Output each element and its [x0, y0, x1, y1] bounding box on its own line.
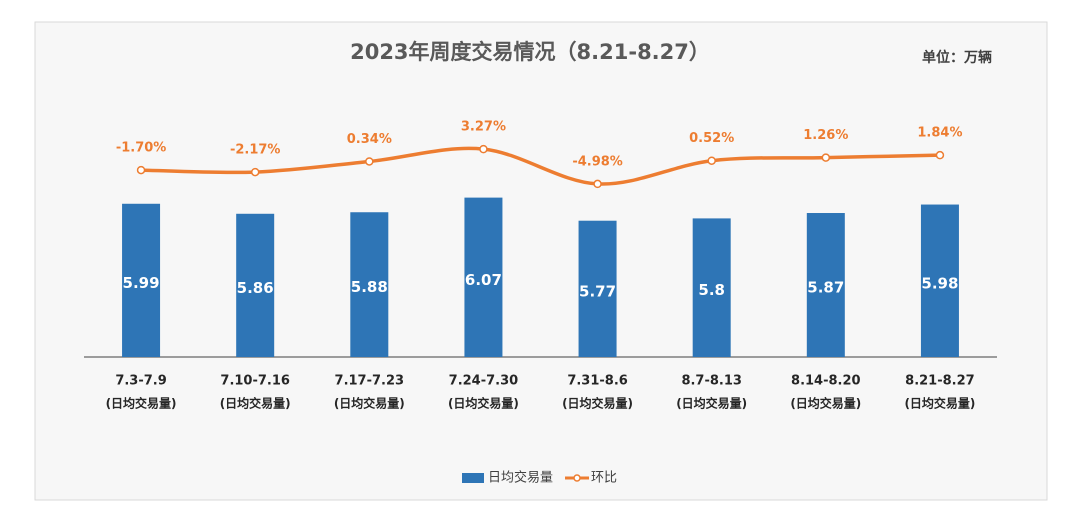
- x-tick-sublabel: (日均交易量): [562, 396, 633, 411]
- unit-label: 单位：万辆: [922, 49, 992, 66]
- bar-value-label: 5.86: [237, 279, 274, 297]
- line-value-label: -1.70%: [116, 141, 167, 156]
- bar-value-label: 5.88: [351, 278, 388, 296]
- legend-swatch-marker: [573, 474, 581, 482]
- line-value-label: 1.26%: [803, 128, 848, 143]
- line-marker: [707, 156, 716, 165]
- line-marker: [479, 144, 488, 154]
- legend-swatch: [462, 473, 484, 483]
- bar: [578, 220, 617, 357]
- line-marker: [935, 150, 945, 160]
- line: [141, 146, 940, 186]
- x-tick-sublabel: (日均交易量): [904, 396, 975, 411]
- bar: [692, 218, 731, 357]
- x-tick-label: 7.17-7.23: [335, 374, 405, 389]
- x-tick-label: 8.7-8.13: [681, 374, 742, 389]
- bar-value-label: 5.8: [698, 281, 725, 299]
- chart-panel: [34, 21, 1048, 501]
- bar: [920, 204, 959, 357]
- line-marker: [136, 165, 146, 175]
- x-tick-sublabel: (日均交易量): [448, 396, 519, 411]
- line-value-label: 0.52%: [689, 131, 734, 146]
- bar: [122, 203, 161, 357]
- x-tick-label: 8.14-8.20: [791, 374, 861, 389]
- line-value-label: 3.27%: [461, 120, 506, 135]
- line-value-label: 0.34%: [347, 132, 392, 147]
- legend-label: 环比: [591, 471, 617, 486]
- bar: [236, 213, 275, 357]
- line-marker: [365, 157, 374, 166]
- bar-value-label: 5.77: [579, 282, 616, 300]
- x-tick-sublabel: (日均交易量): [220, 396, 291, 411]
- x-tick-sublabel: (日均交易量): [106, 396, 177, 411]
- x-tick-sublabel: (日均交易量): [334, 396, 405, 411]
- line-marker: [593, 179, 602, 189]
- bar-value-label: 5.99: [123, 274, 160, 292]
- line-marker: [250, 167, 260, 177]
- line-value-label: -4.98%: [572, 154, 623, 169]
- bar-value-label: 6.07: [465, 271, 502, 289]
- x-tick-label: 8.21-8.27: [905, 374, 975, 389]
- line-marker: [821, 153, 831, 162]
- bar-value-label: 5.87: [807, 279, 844, 297]
- chart-title: 2023年周度交易情况（8.21-8.27）: [350, 40, 710, 64]
- x-tick-label: 7.10-7.16: [220, 374, 290, 389]
- bar: [350, 212, 389, 357]
- x-tick-label: 7.31-8.6: [567, 374, 628, 389]
- line-value-label: -2.17%: [230, 143, 281, 158]
- bar-value-label: 5.98: [921, 274, 958, 292]
- bar: [806, 213, 845, 357]
- legend-label: 日均交易量: [488, 470, 553, 486]
- x-tick-sublabel: (日均交易量): [676, 396, 747, 411]
- x-tick-sublabel: (日均交易量): [790, 396, 861, 411]
- bar: [464, 197, 503, 357]
- x-tick-label: 7.3-7.9: [115, 374, 166, 389]
- x-tick-label: 7.24-7.30: [449, 374, 519, 389]
- line-value-label: 1.84%: [917, 126, 962, 141]
